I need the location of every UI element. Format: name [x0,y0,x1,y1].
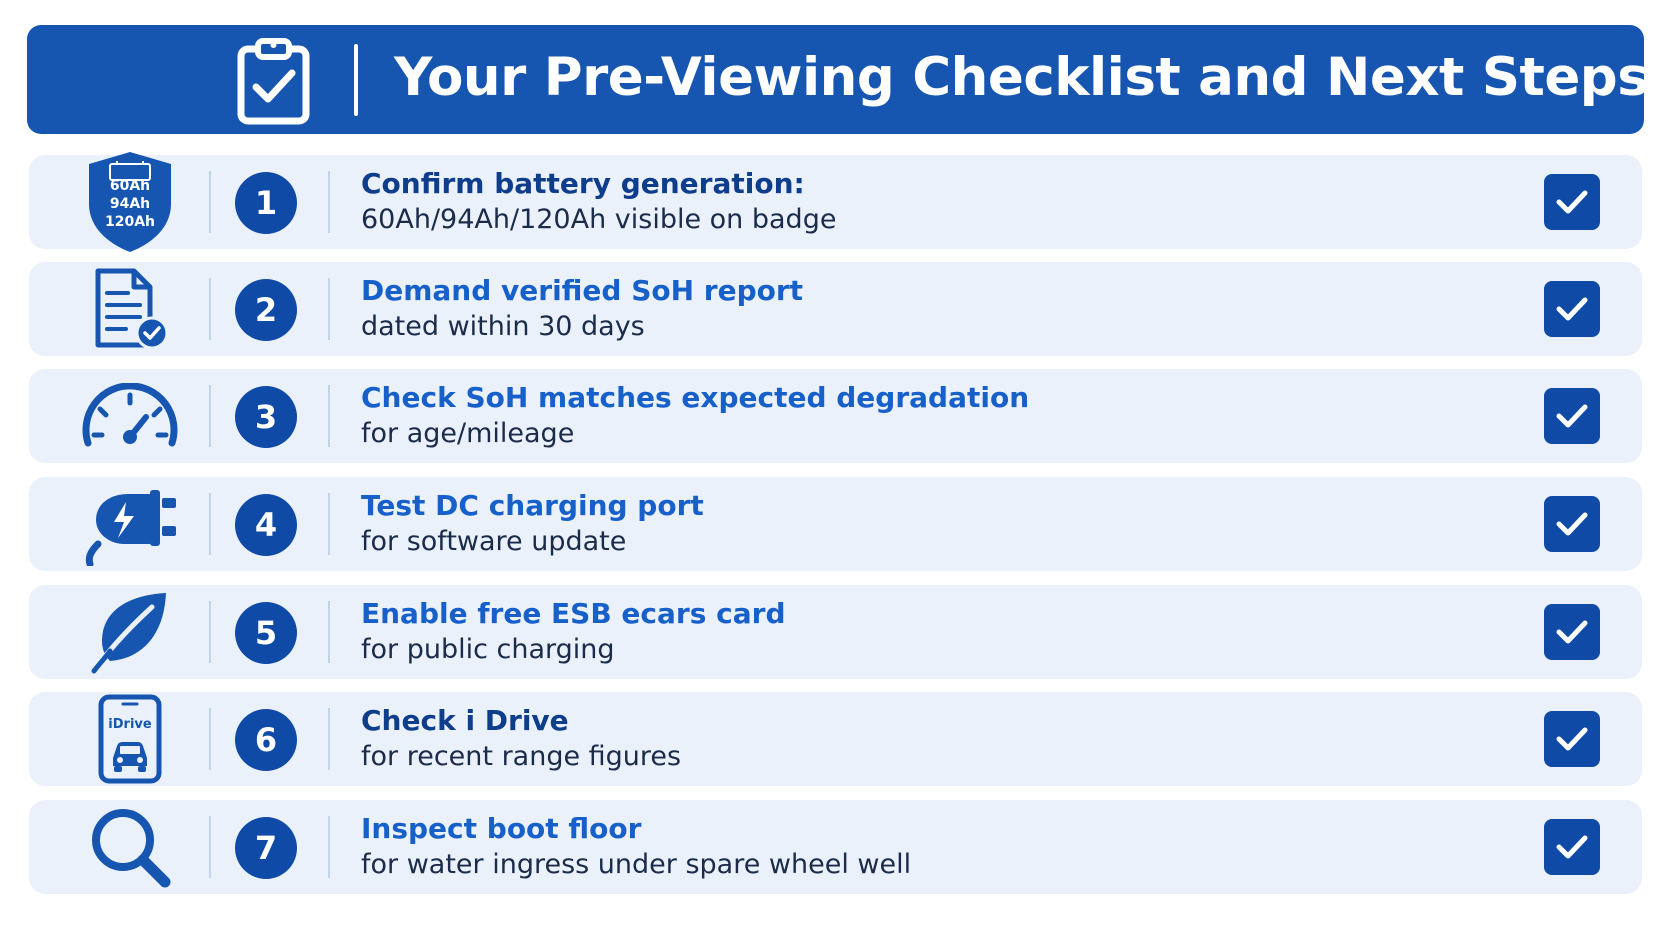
divider [328,493,330,555]
checklist-item-2: 2 Demand verified SoH report dated withi… [29,262,1642,356]
item-title: Check SoH matches expected degradation [361,381,1030,414]
divider [209,493,211,555]
leaf-icon [75,585,185,679]
magnifier-icon [75,800,185,894]
checkbox-checked[interactable] [1544,388,1600,444]
item-title: Check i Drive [361,704,569,737]
divider [209,278,211,340]
checkmark-icon [1556,512,1588,536]
checkmark-icon [1556,727,1588,751]
checklist-item-4: 4 Test DC charging port for software upd… [29,477,1642,571]
item-title: Confirm battery generation: [361,167,805,200]
item-title: Test DC charging port [361,489,704,522]
page-title: Your Pre-Viewing Checklist and Next Step… [394,47,1649,108]
divider [328,708,330,770]
document-check-icon [75,262,185,356]
battery-badge-icon: 60Ah 94Ah 120Ah [75,152,185,252]
divider [328,601,330,663]
step-number: 5 [235,602,297,664]
speedometer-icon [75,369,185,463]
divider [328,278,330,340]
divider [209,601,211,663]
checkmark-icon [1556,404,1588,428]
item-description: dated within 30 days [361,311,645,342]
divider [209,708,211,770]
checkbox-checked[interactable] [1544,496,1600,552]
checkbox-checked[interactable] [1544,604,1600,660]
checkbox-checked[interactable] [1544,819,1600,875]
checkbox-checked[interactable] [1544,174,1600,230]
divider [209,171,211,233]
item-description: for water ingress under spare wheel well [361,849,912,880]
step-number: 6 [235,709,297,771]
clipboard-check-icon [237,38,310,125]
item-title: Enable free ESB ecars card [361,597,786,630]
step-number: 4 [235,494,297,556]
item-description: for software update [361,526,627,557]
checklist-item-1: 60Ah 94Ah 120Ah 1 Confirm battery genera… [29,152,1642,252]
checkbox-checked[interactable] [1544,281,1600,337]
header-divider [354,44,358,116]
checkbox-checked[interactable] [1544,711,1600,767]
step-number: 7 [235,817,297,879]
item-description: for age/mileage [361,418,575,449]
item-title: Demand verified SoH report [361,274,804,307]
checklist-item-5: 5 Enable free ESB ecars card for public … [29,585,1642,679]
step-number: 2 [235,279,297,341]
battery-label-94: 94Ah [110,196,150,212]
divider [328,385,330,447]
header-banner: Your Pre-Viewing Checklist and Next Step… [27,25,1649,134]
step-number: 1 [235,172,297,234]
checklist-item-7: 7 Inspect boot floor for water ingress u… [29,800,1642,894]
idrive-label: iDrive [108,717,152,732]
item-description: for public charging [361,634,615,665]
divider [328,816,330,878]
checklist-item-6: iDrive 6 Check i Drive for recent range … [29,692,1642,786]
checkmark-icon [1556,620,1588,644]
charging-plug-icon [75,477,185,571]
divider [209,816,211,878]
item-description: for recent range figures [361,741,682,772]
battery-label-120: 120Ah [105,214,155,230]
checkmark-icon [1556,190,1588,214]
item-title: Inspect boot floor [361,812,642,845]
divider [209,385,211,447]
checkmark-icon [1556,835,1588,859]
phone-app-icon: iDrive [75,692,185,786]
item-description: 60Ah/94Ah/120Ah visible on badge [361,204,837,235]
step-number: 3 [235,386,297,448]
checklist-item-3: 3 Check SoH matches expected degradation… [29,369,1642,463]
checkmark-icon [1556,297,1588,321]
battery-label-60: 60Ah [110,178,150,194]
divider [328,171,330,233]
